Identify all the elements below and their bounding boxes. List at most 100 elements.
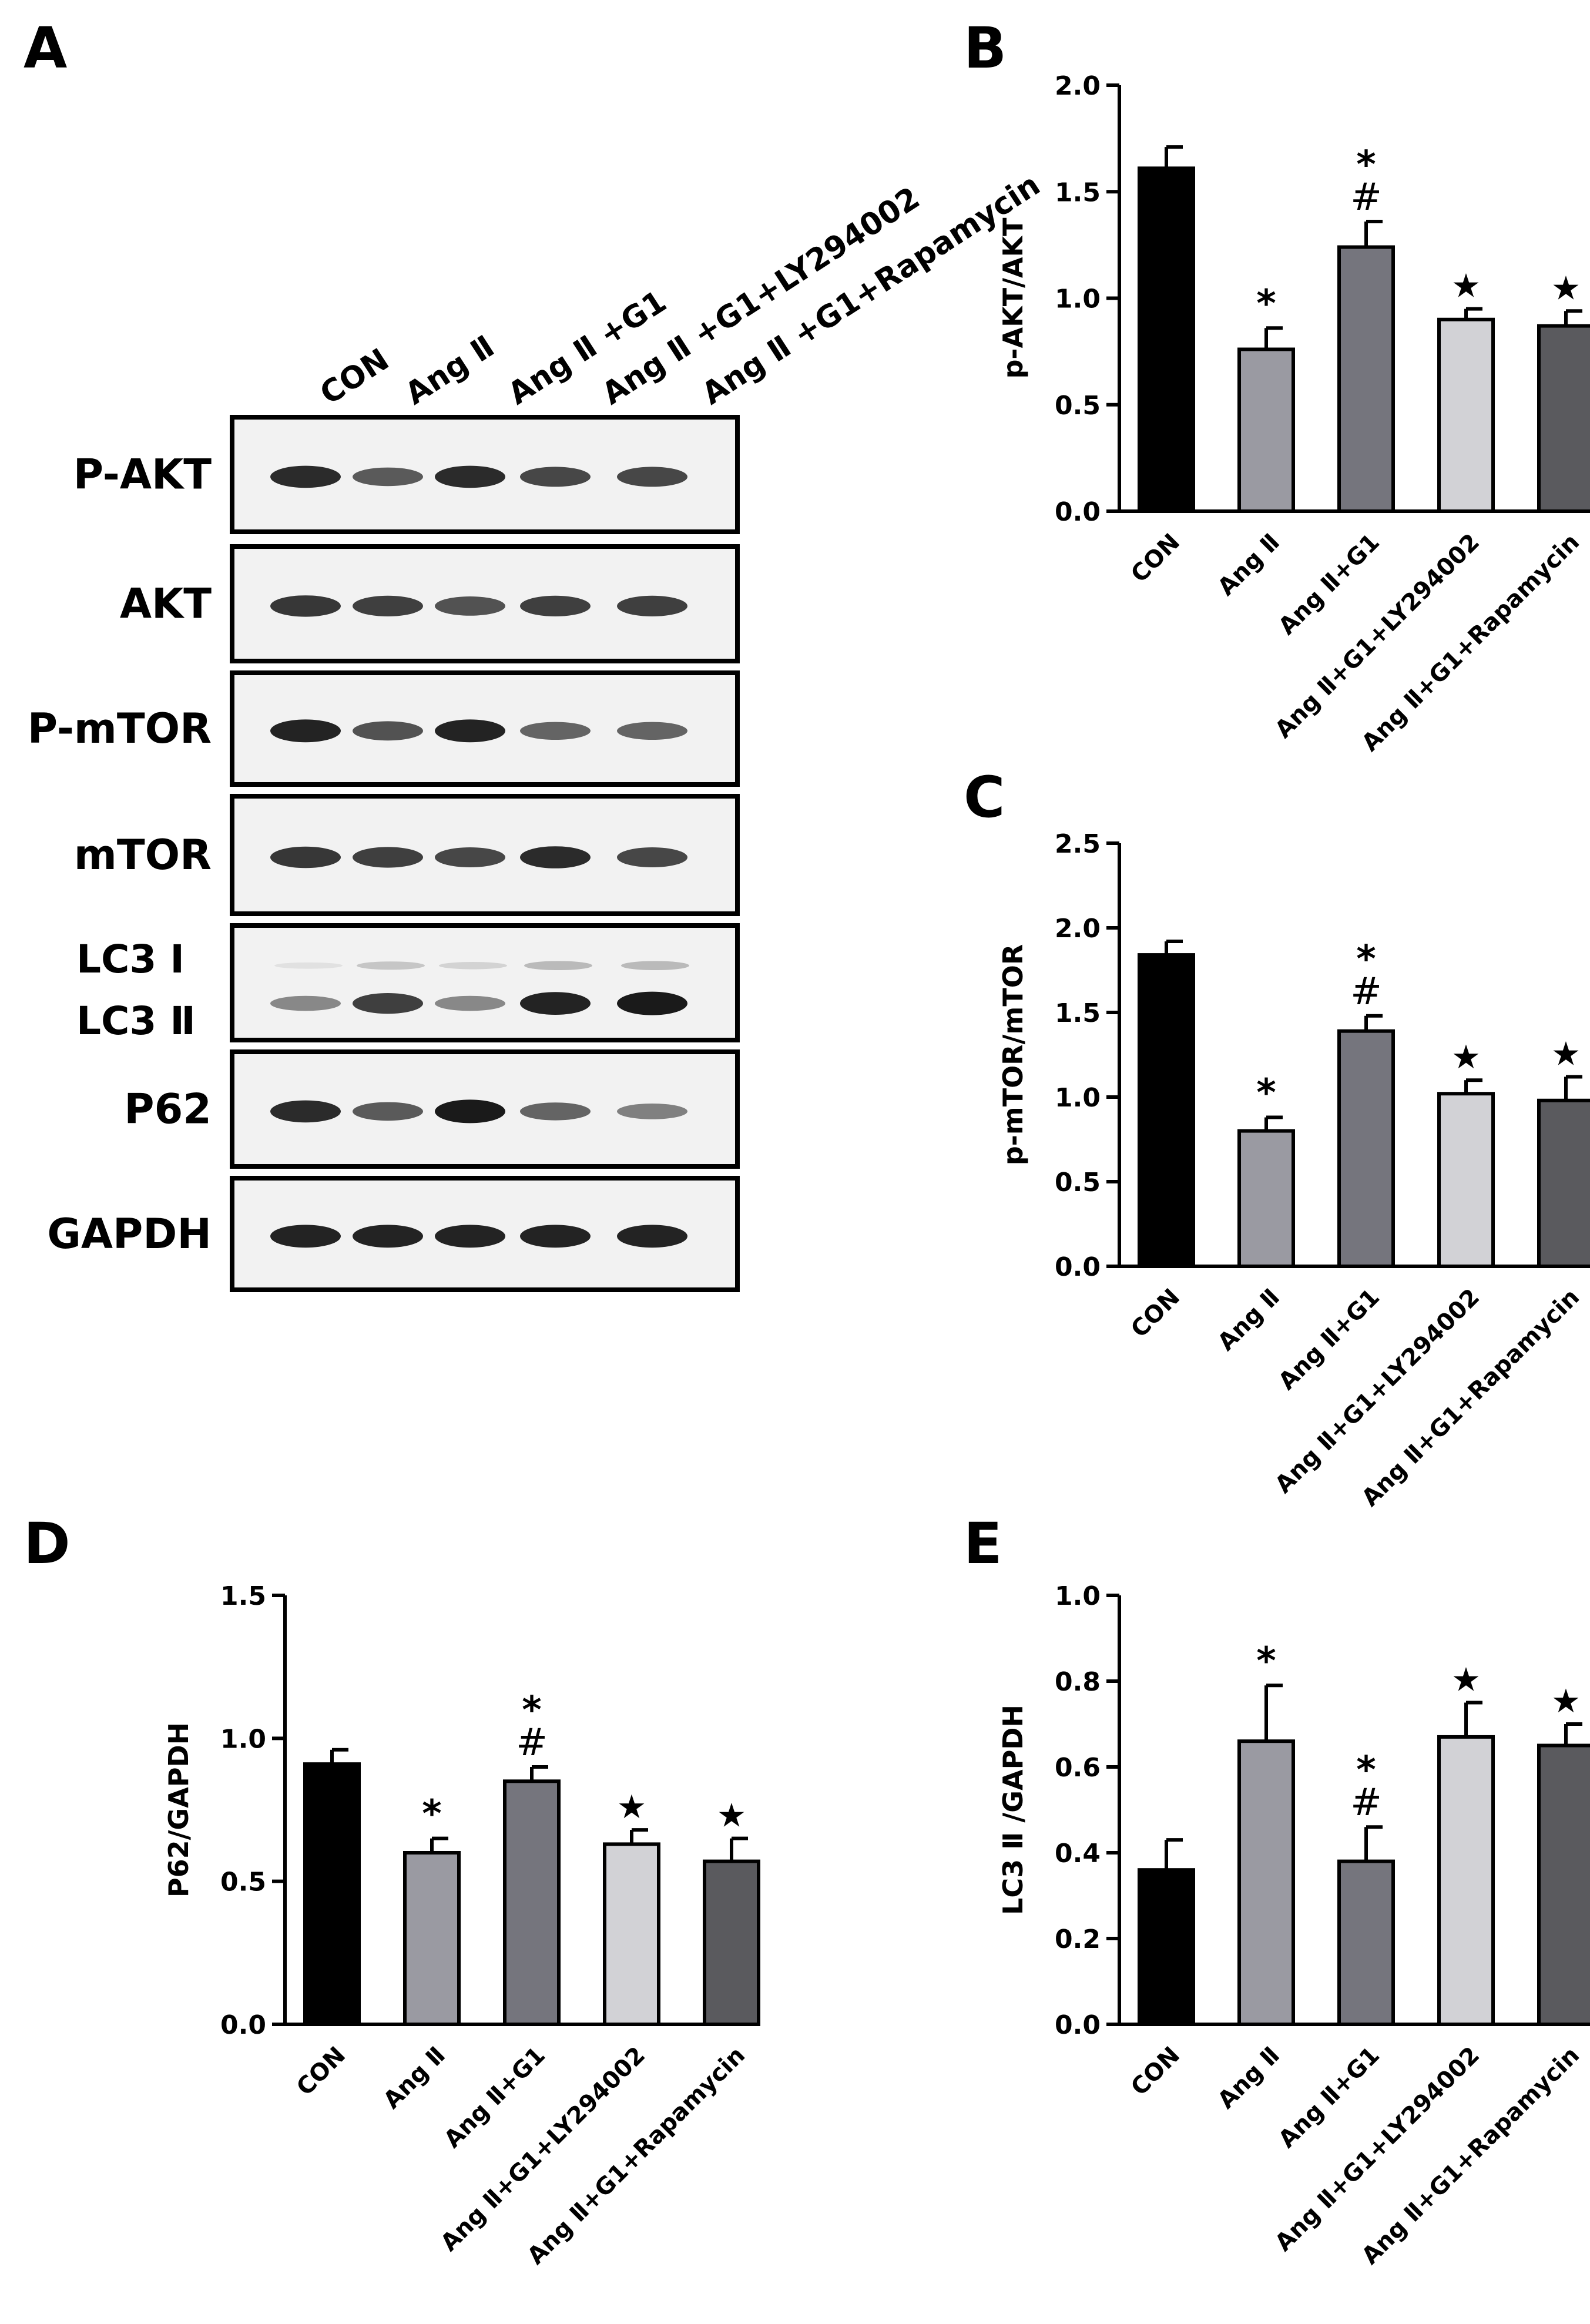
x-tick-label: Ang Ⅱ (1213, 2042, 1285, 2114)
blot-band (435, 995, 505, 1011)
x-tick-label: Ang Ⅱ+G1+LY294002 (1270, 2042, 1485, 2257)
x-tick-label: Ang Ⅱ (378, 2042, 451, 2114)
significance-mark: ★ (1551, 1682, 1581, 1721)
bar (1337, 245, 1395, 513)
blot-label: mTOR (74, 831, 212, 879)
y-tick-label: 2.0 (1055, 914, 1101, 944)
significance-mark: * (1256, 282, 1276, 326)
significance-mark: # (1350, 176, 1382, 219)
blot-band (435, 596, 505, 616)
x-tick-label: CON (291, 2042, 351, 2101)
significance-mark: # (1350, 1781, 1382, 1825)
blot-band (617, 991, 687, 1015)
blot-band (353, 993, 423, 1014)
y-tick-label: 0.0 (1055, 497, 1101, 527)
blot-band (617, 467, 687, 487)
y-tick-label: 0.4 (1055, 1839, 1101, 1869)
x-tick-label: Ang Ⅱ (1213, 1284, 1285, 1356)
x-tick-label: Ang Ⅱ (1213, 529, 1285, 601)
y-tick-label: 0.0 (1055, 1252, 1101, 1282)
blot-band (353, 467, 423, 487)
bar (1237, 1129, 1295, 1268)
blot-label: AKT (120, 580, 212, 628)
significance-mark: * (1356, 938, 1376, 981)
blot-band (520, 992, 591, 1015)
blot-box (230, 923, 740, 1042)
bar (1537, 1098, 1590, 1268)
y-tick-label: 1.0 (1055, 284, 1101, 314)
significance-mark: ★ (1551, 269, 1581, 307)
bar (1537, 324, 1590, 513)
blot-label: GAPDH (47, 1210, 212, 1258)
blot-label: P62 (124, 1085, 212, 1134)
blot-band (520, 595, 591, 616)
significance-mark: * (422, 1793, 441, 1836)
blot-band (520, 467, 591, 487)
x-tick-label: CON (1126, 2042, 1185, 2101)
blot-band-upper (439, 962, 507, 970)
blot-label: LC3 Ⅱ (76, 998, 196, 1044)
blot-band (617, 722, 687, 740)
blot-band-upper (621, 961, 689, 971)
x-tick-label: CON (1126, 529, 1185, 588)
blot-band (617, 1104, 687, 1119)
blot-band (353, 721, 423, 741)
y-tick-label: 0.2 (1055, 1924, 1101, 1954)
bar (503, 1779, 561, 2026)
blot-band (617, 595, 687, 616)
y-tick-label: 1.5 (1055, 998, 1101, 1028)
blot-band (435, 719, 505, 743)
chart-c: C 0.0 0.5 1.0 1.5 2.0 2.5 p-mTOR/mTOR CON * Ang Ⅱ *… (964, 764, 1590, 1512)
significance-mark: ★ (617, 1788, 646, 1826)
blot-band (435, 465, 505, 488)
significance-mark: * (522, 1689, 541, 1732)
bar (1138, 953, 1195, 1268)
panel-label-a: A (24, 15, 67, 81)
significance-mark: # (1350, 970, 1382, 1014)
blot-band-upper (357, 961, 425, 970)
chart-e: E 0.0 0.2 0.4 0.6 0.8 1.0 LC3 Ⅱ /GAPDH CON * Ang Ⅱ… (964, 1511, 1590, 2270)
blot-band-upper (274, 962, 343, 969)
x-tick-label: Ang Ⅱ+G1+LY294002 (1270, 529, 1485, 744)
blot-band (617, 1225, 687, 1248)
significance-mark: ★ (1451, 1661, 1481, 1699)
y-tick-label: 1.5 (220, 1581, 266, 1611)
x-tick-label: Ang Ⅱ+G1 (439, 2042, 551, 2154)
bar (1537, 1743, 1590, 2026)
blot-band (353, 847, 423, 868)
y-tick-label: 1.0 (1055, 1581, 1101, 1611)
bar (1237, 347, 1295, 513)
bar (1237, 1739, 1295, 2026)
bar (603, 1842, 660, 2026)
significance-mark: * (1356, 143, 1376, 187)
blot-label: LC3 Ⅰ (76, 937, 185, 982)
x-tick-label: Ang Ⅱ+G1+Rapamycin (522, 2042, 750, 2270)
y-tick-label: 0.5 (1055, 391, 1101, 421)
blot-band (435, 847, 505, 867)
significance-mark: * (1256, 1072, 1276, 1115)
blot-band (270, 1100, 341, 1123)
blot-band (435, 1099, 505, 1124)
blot-band (435, 1225, 505, 1248)
bar (703, 1859, 760, 2027)
y-tick-label: 0.8 (1055, 1667, 1101, 1697)
bar (1437, 1735, 1495, 2026)
blot-band (270, 995, 341, 1011)
y-tick-label: 0.6 (1055, 1753, 1101, 1783)
blot-label: P-AKT (73, 451, 212, 499)
blot-band (270, 719, 341, 743)
panel-label: D (24, 1511, 71, 1577)
y-tick-label: 0.0 (220, 2010, 266, 2040)
bar (1337, 1859, 1395, 2027)
bar (1138, 166, 1195, 513)
bar (303, 1762, 361, 2026)
significance-mark: ★ (717, 1797, 746, 1835)
x-tick-label: Ang Ⅱ+G1+Rapamycin (1357, 2042, 1585, 2270)
blot-band (520, 1225, 591, 1248)
bar (1437, 1092, 1495, 1268)
bar (1337, 1029, 1395, 1269)
significance-mark: * (1356, 1749, 1376, 1792)
y-tick-label: 1.0 (220, 1724, 266, 1754)
lane-label: CON (314, 342, 395, 412)
